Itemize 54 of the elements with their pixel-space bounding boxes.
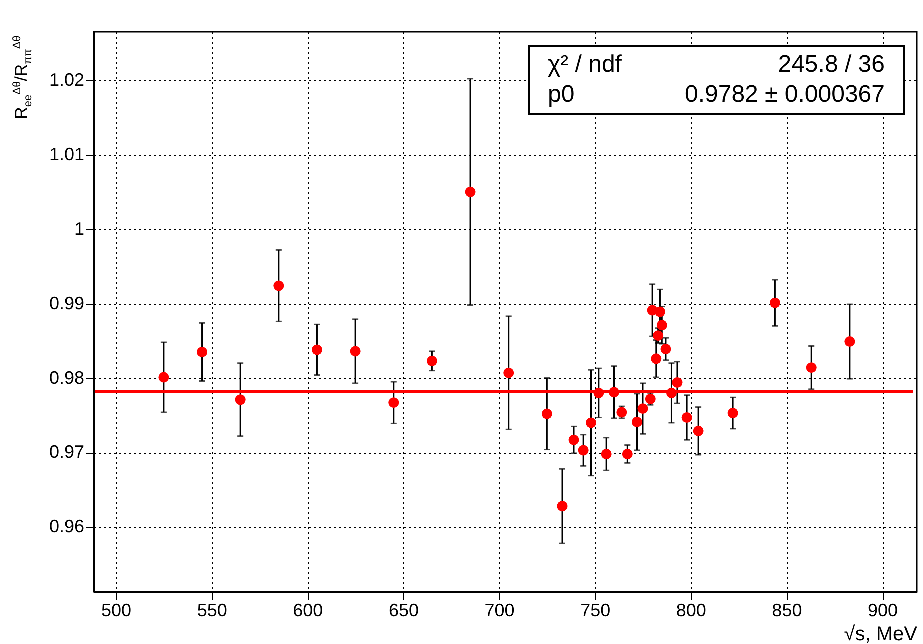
point [653, 330, 664, 342]
point [632, 416, 642, 428]
y-tick-label: 1 [74, 218, 84, 239]
point [158, 372, 170, 383]
y-tick-label: 0.99 [49, 293, 84, 314]
y-tick-label: 0.98 [49, 368, 84, 388]
point [312, 344, 322, 356]
x-tick-label: 750 [580, 600, 611, 620]
point [616, 407, 628, 418]
point [682, 412, 692, 423]
x-tick-label: 900 [868, 600, 898, 620]
point [274, 280, 284, 292]
y-tick-label: 0.97 [49, 442, 84, 462]
x-tick-label: 850 [772, 600, 802, 620]
x-tick-label: 600 [293, 600, 324, 620]
point [654, 306, 666, 318]
point [693, 426, 704, 436]
point [578, 445, 589, 456]
point [770, 298, 780, 308]
point [235, 394, 246, 406]
x-tick-label: 650 [388, 600, 419, 620]
point [504, 368, 514, 378]
point [542, 408, 552, 420]
x-tick-label: 800 [676, 600, 706, 620]
point [465, 186, 476, 198]
point [622, 449, 633, 460]
point [672, 378, 683, 388]
point [586, 418, 596, 428]
x-tick-label: 500 [102, 600, 132, 620]
point [350, 346, 361, 357]
point [844, 336, 856, 348]
point [557, 501, 568, 512]
y-tick-label: 1.02 [49, 70, 84, 90]
point [728, 408, 738, 419]
annotation: χ² / ndf [548, 51, 623, 79]
y-tick-label: 1.01 [49, 144, 84, 164]
point [568, 434, 580, 446]
annotation: 0.9782 ± 0.000367 [684, 81, 885, 109]
point [638, 404, 648, 414]
point [197, 346, 208, 358]
point [388, 398, 400, 408]
point [660, 344, 672, 354]
x-tick-label: 700 [484, 600, 515, 620]
annotation: p0 [548, 81, 576, 109]
point [806, 362, 817, 374]
point [601, 449, 612, 460]
point [426, 356, 438, 366]
y-tick-label: 0.96 [49, 516, 84, 537]
point [645, 394, 656, 404]
point [656, 320, 668, 331]
x-axis-title: √s, MeV [844, 624, 918, 644]
annotation: 245.8 / 36 [777, 51, 885, 79]
x-tick-label: 550 [197, 600, 228, 620]
point [651, 354, 662, 364]
